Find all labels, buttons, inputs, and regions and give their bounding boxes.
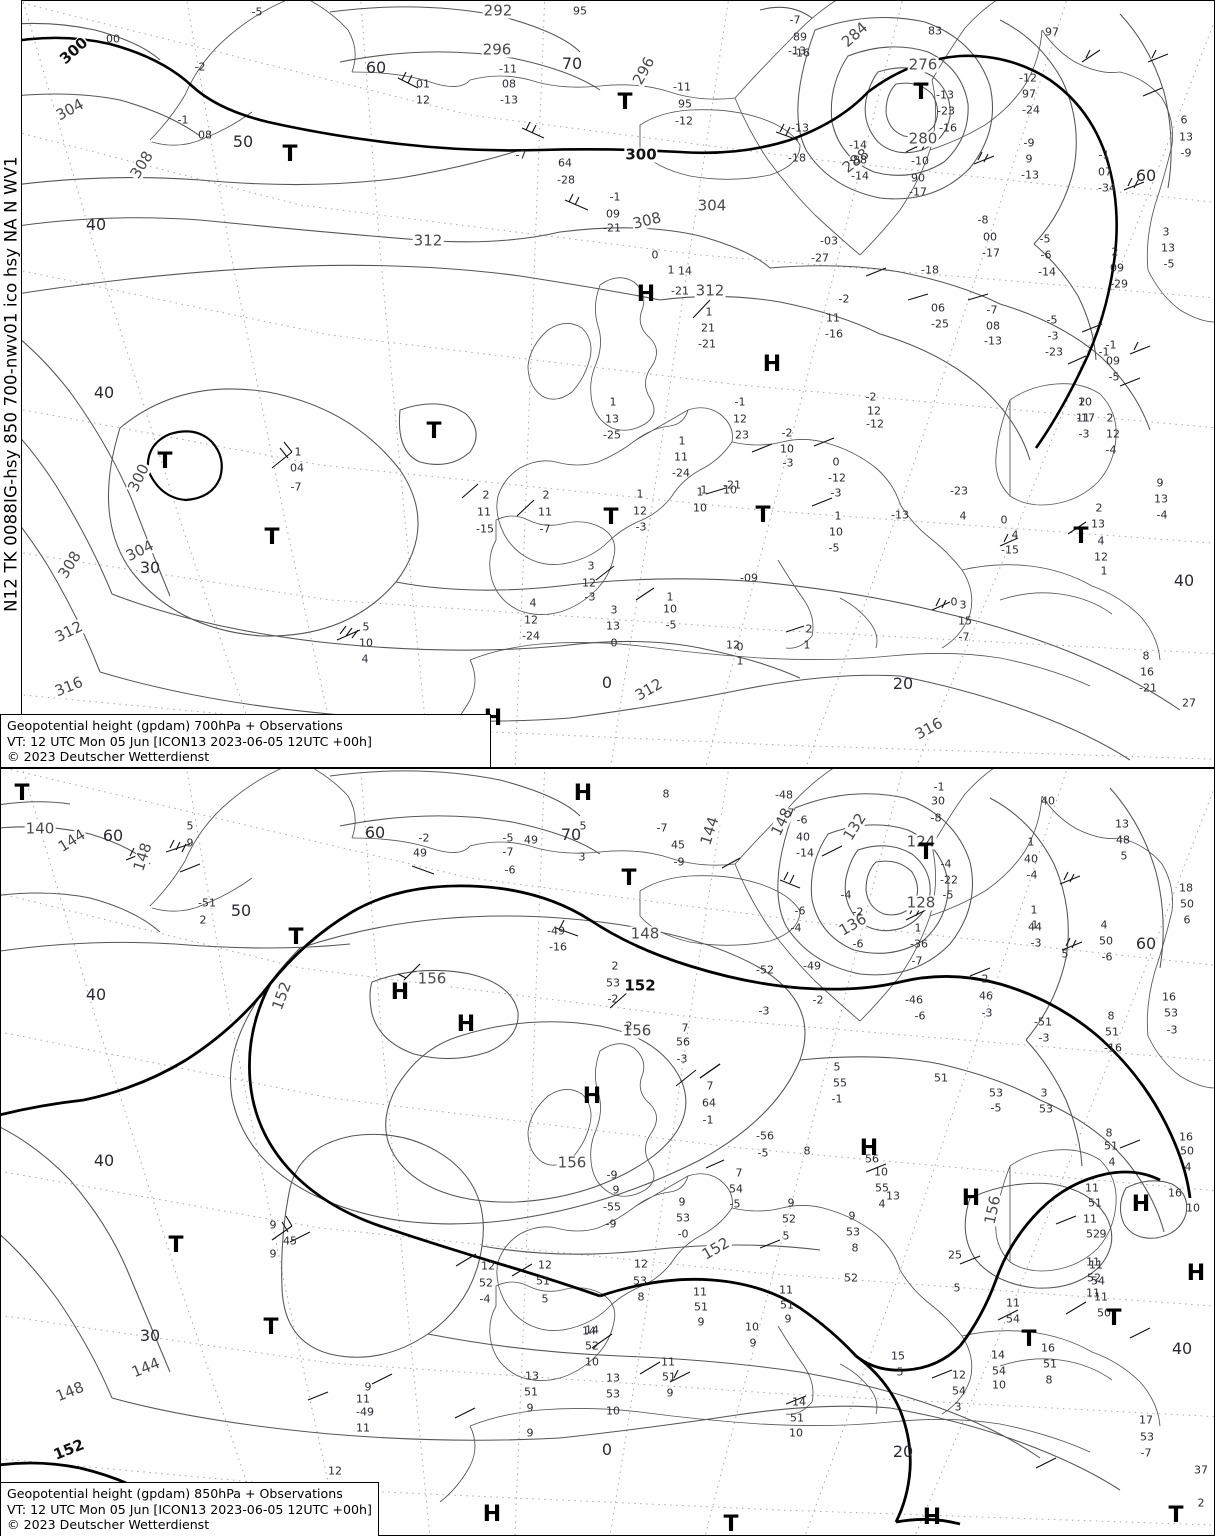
panel-border-850hpa — [0, 768, 1215, 1536]
map-850hpa — [0, 768, 1215, 1536]
caption-valid-700: VT: 12 UTC Mon 05 Jun [ICON13 2023-06-05… — [7, 733, 372, 749]
caption-valid-850: VT: 12 UTC Mon 05 Jun [ICON13 2023-06-05… — [7, 1501, 372, 1517]
caption-850hpa: Geopotential height (gpdam) 850hPa + Obs… — [0, 1482, 379, 1536]
panel-850hpa: 140 144 148 152 156 148 152 156 156 156 152 144 148 1… — [0, 768, 1215, 1536]
panel-border-700hpa — [0, 0, 1215, 768]
caption-title-700: Geopotential height (gpdam) 700hPa + Obs… — [7, 718, 343, 733]
caption-copyright-700: © 2023 Deutscher Wetterdienst — [7, 749, 210, 765]
panel-700hpa: 300 304 308 292 296 296 300 304 308 312 312 284 276 2… — [0, 0, 1215, 768]
caption-700hpa: Geopotential height (gpdam) 700hPa + Obs… — [0, 714, 491, 768]
chart-id-strip: N12 TK 0088IG-hsy 850 700-nwv01 ico hsy … — [0, 0, 22, 768]
caption-copyright-850: © 2023 Deutscher Wetterdienst — [7, 1517, 210, 1533]
chart-id-text: N12 TK 0088IG-hsy 850 700-nwv01 ico hsy … — [1, 156, 20, 612]
caption-title-850: Geopotential height (gpdam) 850hPa + Obs… — [7, 1486, 343, 1501]
